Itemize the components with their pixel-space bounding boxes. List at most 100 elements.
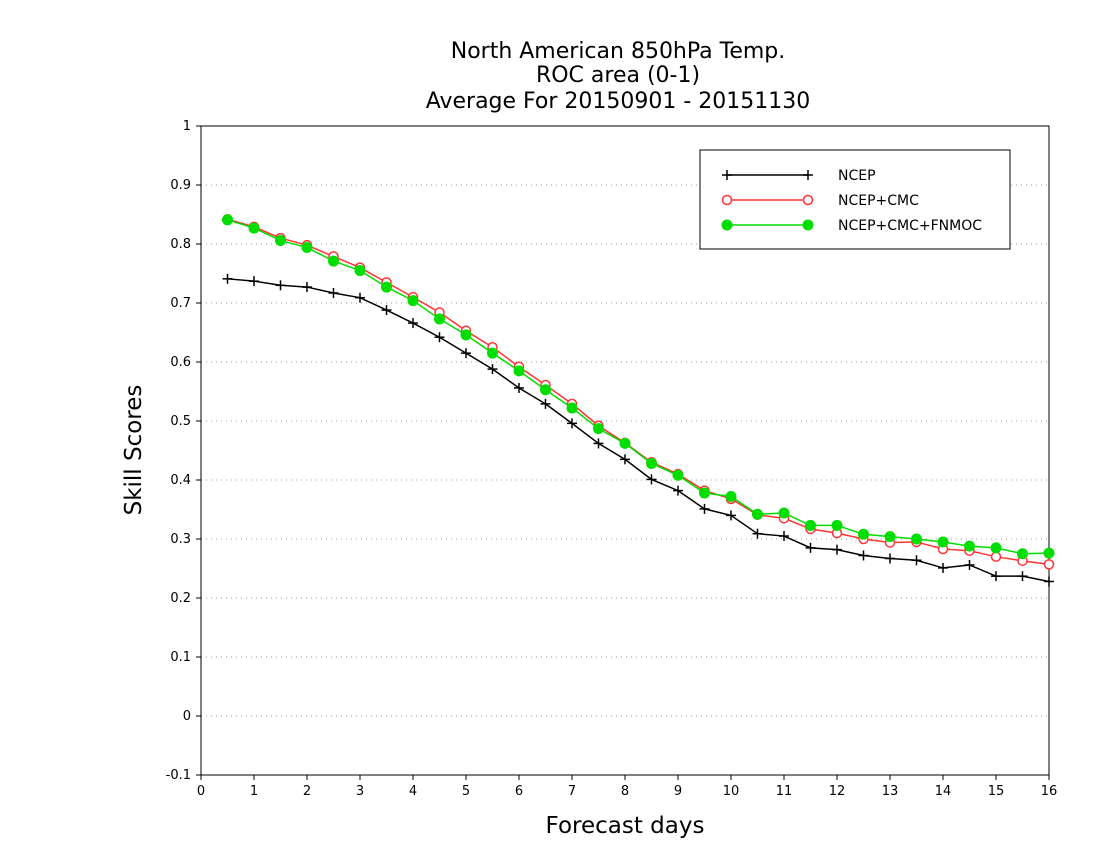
data-point-ncep-cmc <box>1043 559 1055 570</box>
series-ncep <box>222 273 1054 587</box>
data-point-ncep <box>593 438 604 449</box>
x-tick-label: 0 <box>197 784 205 799</box>
data-point-ncep-cmc-fnmoc <box>672 469 684 481</box>
data-point-ncep-cmc-fnmoc <box>301 242 313 254</box>
data-point-ncep <box>699 503 710 514</box>
data-point-ncep <box>302 282 312 293</box>
data-point-ncep-cmc-fnmoc <box>990 542 1002 554</box>
legend-marker <box>802 194 814 206</box>
data-point-ncep <box>805 542 816 553</box>
data-point-ncep-cmc <box>990 551 1002 562</box>
data-point-ncep <box>991 571 1001 582</box>
data-point-ncep-cmc-fnmoc <box>328 255 339 267</box>
data-point-ncep-cmc-fnmoc <box>381 281 392 293</box>
data-point-ncep <box>328 287 339 298</box>
legend-label: NCEP+CMC+FNMOC <box>838 218 982 234</box>
legend: NCEP NCEP+CMC NCEP+CMC+FNMOC <box>699 149 1011 250</box>
data-point-ncep <box>726 510 736 521</box>
x-tick-label: 7 <box>568 784 576 799</box>
data-point-ncep-cmc-fnmoc <box>884 531 896 543</box>
y-tick-label: 0.3 <box>170 532 191 547</box>
legend-marker <box>721 194 733 206</box>
x-tick-label: 4 <box>409 784 417 799</box>
legend-marker <box>803 170 813 180</box>
x-tick-label: 12 <box>829 784 846 799</box>
data-point-ncep-cmc-fnmoc <box>858 528 869 540</box>
series-line-ncep-cmc <box>227 218 1050 566</box>
data-point-ncep-cmc-fnmoc <box>778 507 790 519</box>
x-axis-label: Forecast days <box>546 813 705 839</box>
data-point-ncep-cmc-fnmoc <box>460 329 472 341</box>
legend-marker <box>802 219 814 231</box>
data-point-ncep-cmc-fnmoc <box>725 491 737 503</box>
x-tick-label: 1 <box>250 784 258 799</box>
legend-entry-ncep-cmc-fnmoc: NCEP+CMC+FNMOC <box>721 218 982 234</box>
data-point-ncep-cmc-fnmoc <box>619 437 631 449</box>
data-point-ncep <box>381 305 392 316</box>
legend-label: NCEP+CMC <box>838 193 919 209</box>
data-point-ncep <box>487 364 498 375</box>
legend-entry-ncep: NCEP <box>722 168 876 184</box>
data-point-ncep <box>1044 576 1054 587</box>
y-tick-label: 0.9 <box>170 178 191 193</box>
data-point-ncep-cmc-fnmoc <box>699 487 710 499</box>
data-point-ncep <box>885 553 895 564</box>
y-tick-label: 0.1 <box>170 650 191 665</box>
data-point-ncep-cmc-fnmoc <box>487 347 498 359</box>
x-axis: 0 1 2 3 4 5 6 7 8 9 10 11 12 13 14 15 16 <box>197 775 1057 799</box>
data-point-ncep-cmc-fnmoc <box>937 536 949 548</box>
data-point-ncep-cmc-fnmoc <box>407 295 419 307</box>
series-line-ncep-cmc-fnmoc <box>227 219 1050 555</box>
legend-marker <box>721 219 733 231</box>
data-point-ncep <box>938 562 948 573</box>
y-axis-label: Skill Scores <box>121 385 147 516</box>
x-tick-label: 9 <box>674 784 682 799</box>
data-point-ncep-cmc-fnmoc <box>248 222 260 234</box>
data-point-ncep-cmc-fnmoc <box>275 234 286 246</box>
title-line-3: Average For 20150901 - 20151130 <box>426 89 811 114</box>
data-point-ncep <box>646 474 657 485</box>
data-point-ncep <box>355 292 365 303</box>
data-point-ncep <box>858 550 869 561</box>
legend-label: NCEP <box>838 168 876 184</box>
y-tick-label: 0.5 <box>170 414 191 429</box>
data-point-ncep <box>434 332 445 343</box>
data-point-ncep-cmc-fnmoc <box>646 457 657 469</box>
y-tick-label: 0.7 <box>170 296 191 311</box>
y-tick-label: 0.8 <box>170 237 191 252</box>
series-line-ncep <box>227 278 1050 583</box>
x-tick-label: 11 <box>776 784 793 799</box>
x-tick-label: 13 <box>882 784 899 799</box>
data-point-ncep-cmc-fnmoc <box>964 540 975 552</box>
data-point-ncep <box>275 280 286 291</box>
x-tick-label: 5 <box>462 784 470 799</box>
data-point-ncep <box>222 273 233 284</box>
data-point-ncep-cmc-fnmoc <box>593 423 604 435</box>
data-point-ncep <box>752 528 763 539</box>
series-layer <box>222 213 1055 587</box>
title-line-2: ROC area (0-1) <box>536 63 700 88</box>
series-ncep-cmc <box>222 213 1055 570</box>
y-tick-label: 0.4 <box>170 473 191 488</box>
data-point-ncep <box>779 531 789 542</box>
data-point-ncep-cmc-fnmoc <box>805 519 816 531</box>
x-tick-label: 10 <box>723 784 740 799</box>
y-tick-label: -0.1 <box>166 768 191 783</box>
data-point-ncep <box>540 398 551 409</box>
x-tick-label: 15 <box>988 784 1005 799</box>
y-tick-label: 0 <box>183 709 191 724</box>
data-point-ncep-cmc-fnmoc <box>222 214 233 226</box>
data-point-ncep <box>620 454 630 465</box>
data-point-ncep <box>673 485 683 496</box>
data-point-ncep-cmc-fnmoc <box>354 265 366 277</box>
y-tick-label: 1 <box>183 119 191 134</box>
data-point-ncep <box>514 382 524 393</box>
data-point-ncep <box>461 348 471 359</box>
data-point-ncep-cmc-fnmoc <box>1043 547 1055 559</box>
x-tick-label: 14 <box>935 784 952 799</box>
data-point-ncep <box>1017 571 1028 582</box>
data-point-ncep-cmc-fnmoc <box>831 519 843 531</box>
chart-title: North American 850hPa Temp. ROC area (0-… <box>426 39 811 114</box>
series-ncep-cmc-fnmoc <box>222 214 1055 560</box>
